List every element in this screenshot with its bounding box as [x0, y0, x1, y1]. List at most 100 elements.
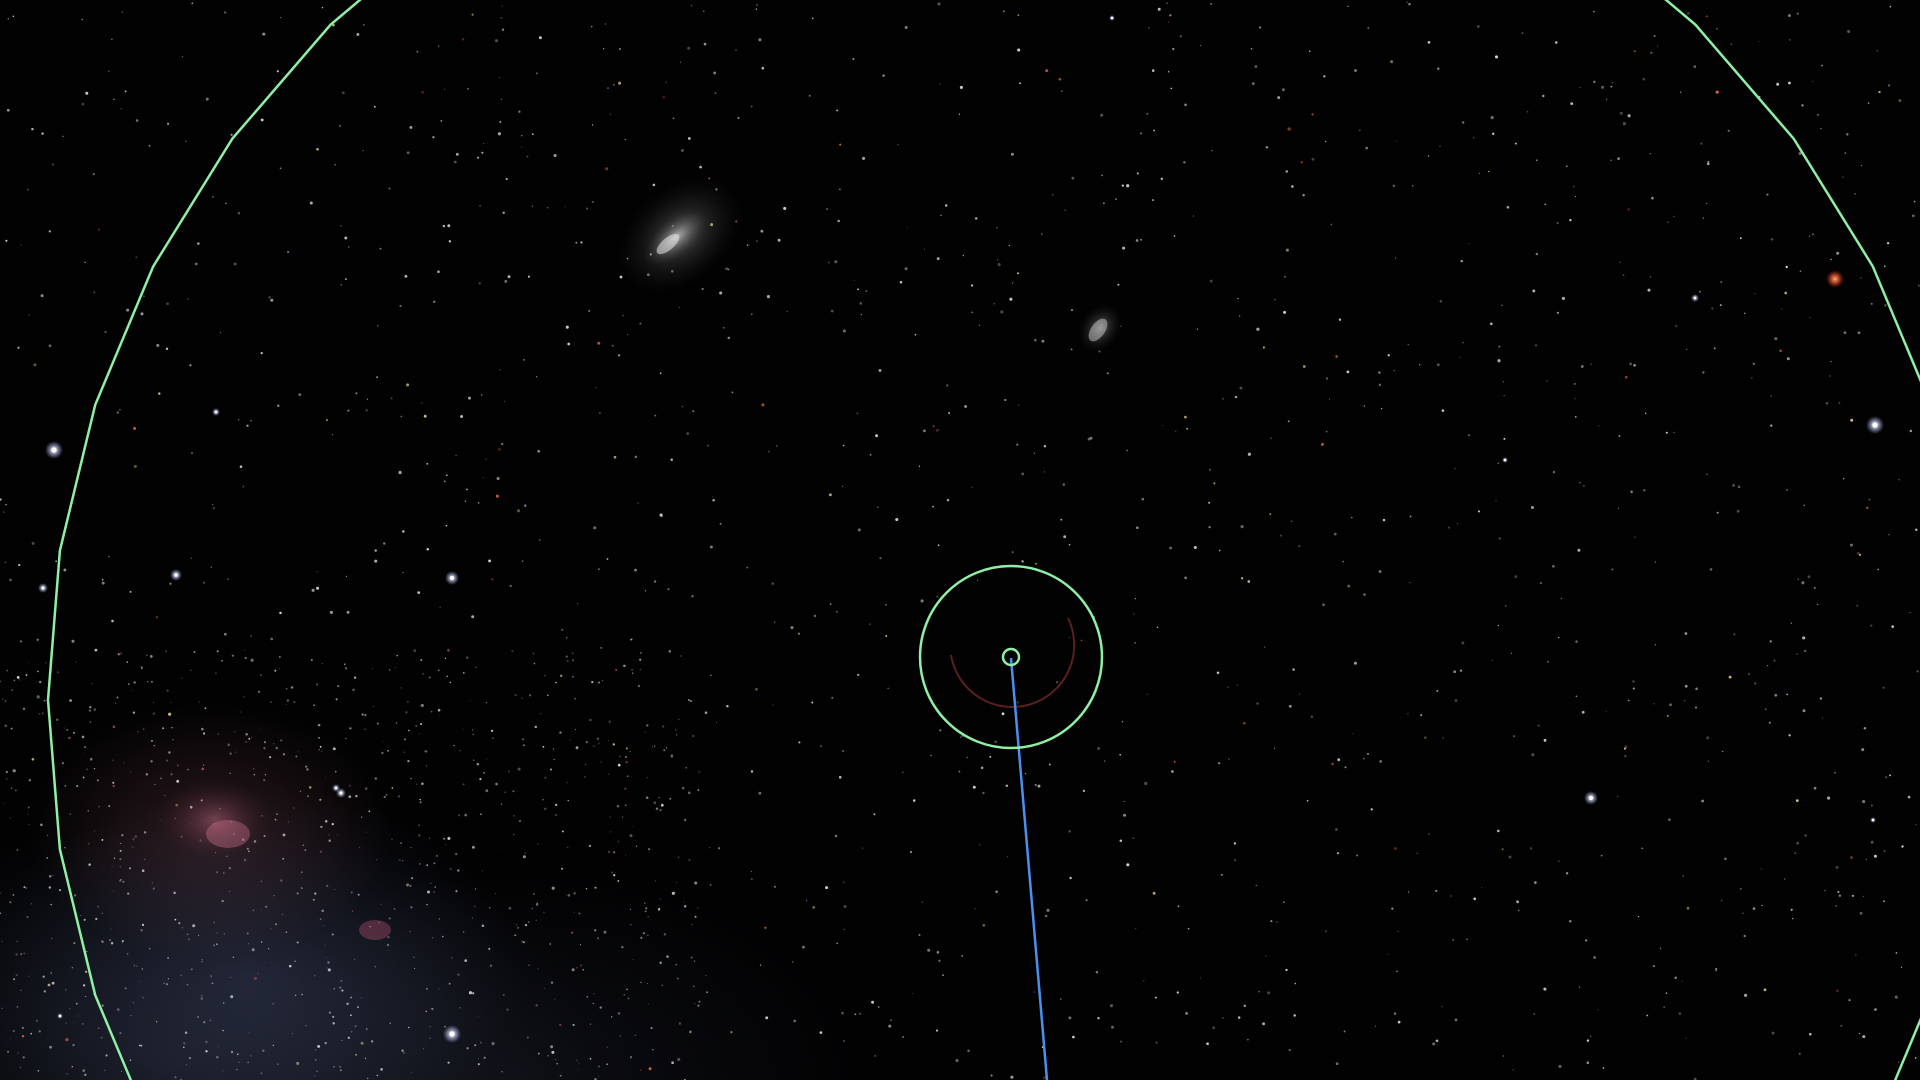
star-icon — [192, 924, 195, 927]
star-icon — [414, 968, 415, 969]
star-icon — [528, 964, 530, 966]
star-icon — [1547, 661, 1548, 662]
star-icon — [201, 728, 204, 731]
star-icon — [1531, 753, 1534, 756]
star-icon — [215, 672, 217, 674]
star-icon — [427, 891, 430, 894]
star-icon — [1761, 868, 1762, 869]
star-icon — [1292, 668, 1295, 671]
star-icon — [125, 90, 127, 92]
star-icon — [23, 886, 25, 888]
star-icon — [222, 1030, 224, 1032]
star-icon — [248, 738, 250, 740]
star-icon — [1695, 707, 1697, 709]
star-icon — [825, 886, 828, 889]
star-icon — [593, 526, 596, 529]
star-icon — [473, 759, 475, 761]
star-icon — [1770, 395, 1771, 396]
star-icon — [630, 924, 632, 926]
star-icon — [485, 458, 486, 459]
star-icon — [1135, 598, 1136, 599]
star-icon — [688, 792, 691, 795]
star-icon — [595, 387, 596, 388]
star-icon — [869, 623, 870, 624]
star-icon — [728, 269, 730, 271]
star-icon — [478, 1016, 479, 1017]
star-icon — [130, 1059, 132, 1061]
star-icon — [1598, 1009, 1599, 1010]
star-icon — [1898, 1062, 1899, 1063]
star-icon — [203, 1021, 205, 1023]
star-icon — [1274, 748, 1275, 749]
star-icon — [321, 751, 322, 752]
star-icon — [1168, 71, 1170, 73]
star-icon — [554, 999, 555, 1000]
star-icon — [859, 302, 862, 305]
star-icon — [363, 150, 364, 151]
star-icon — [37, 639, 39, 641]
star-icon — [453, 745, 455, 747]
star-icon — [1864, 727, 1867, 730]
star-icon — [659, 908, 661, 910]
star-icon — [1227, 686, 1228, 687]
star-icon — [1437, 363, 1440, 366]
star-icon — [13, 1030, 15, 1032]
star-icon — [394, 908, 396, 910]
star-icon — [1003, 10, 1005, 12]
star-icon — [597, 342, 600, 345]
carina-nebula-icon[interactable] — [155, 778, 391, 940]
star-icon — [234, 263, 237, 266]
star-icon — [1248, 453, 1251, 456]
star-icon — [336, 698, 338, 700]
star-icon — [573, 892, 576, 895]
star-icon — [214, 922, 215, 923]
star-icon — [449, 983, 451, 985]
large-magellanic-cloud-galaxy-icon[interactable] — [596, 153, 765, 317]
star-icon — [0, 680, 1, 682]
star-icon — [1049, 764, 1051, 766]
star-icon — [977, 580, 978, 581]
star-icon — [390, 397, 392, 399]
star-icon — [1634, 536, 1636, 538]
star-icon — [52, 982, 55, 985]
star-icon — [617, 841, 619, 843]
star-icon — [764, 927, 766, 929]
star-icon — [1617, 157, 1620, 160]
star-icon — [1744, 994, 1747, 997]
star-icon — [1068, 830, 1071, 833]
star-icon — [1351, 517, 1352, 518]
star-icon — [409, 931, 411, 933]
telescope-reticle-icon[interactable] — [920, 566, 1102, 748]
small-magellanic-cloud-galaxy-icon[interactable] — [1069, 295, 1132, 361]
star-icon — [1419, 364, 1420, 365]
star-icon — [933, 425, 935, 427]
red-star-icon[interactable] — [1826, 270, 1844, 288]
star-icon — [1269, 513, 1271, 515]
star-icon — [334, 988, 336, 990]
star-icon — [341, 284, 342, 285]
star-icon — [1553, 471, 1555, 473]
star-icon — [1309, 50, 1311, 52]
star-icon — [203, 765, 204, 766]
star-icon — [652, 1049, 653, 1050]
star-icon — [1398, 1021, 1401, 1024]
star-icon — [834, 260, 837, 263]
star-icon — [261, 881, 263, 883]
star-icon — [377, 1075, 379, 1077]
star-icon — [46, 857, 48, 859]
star-icon — [1274, 299, 1276, 301]
star-icon — [536, 920, 537, 921]
star-icon — [1606, 99, 1607, 100]
star-icon — [1428, 41, 1431, 44]
star-icon — [311, 659, 313, 661]
star-icon — [1468, 434, 1470, 436]
star-icon — [508, 275, 511, 278]
star-icon — [1812, 81, 1813, 82]
star-icon — [437, 270, 440, 273]
star-icon — [537, 450, 540, 453]
star-icon — [423, 1048, 424, 1049]
star-icon — [295, 995, 297, 997]
star-icon — [444, 89, 445, 90]
